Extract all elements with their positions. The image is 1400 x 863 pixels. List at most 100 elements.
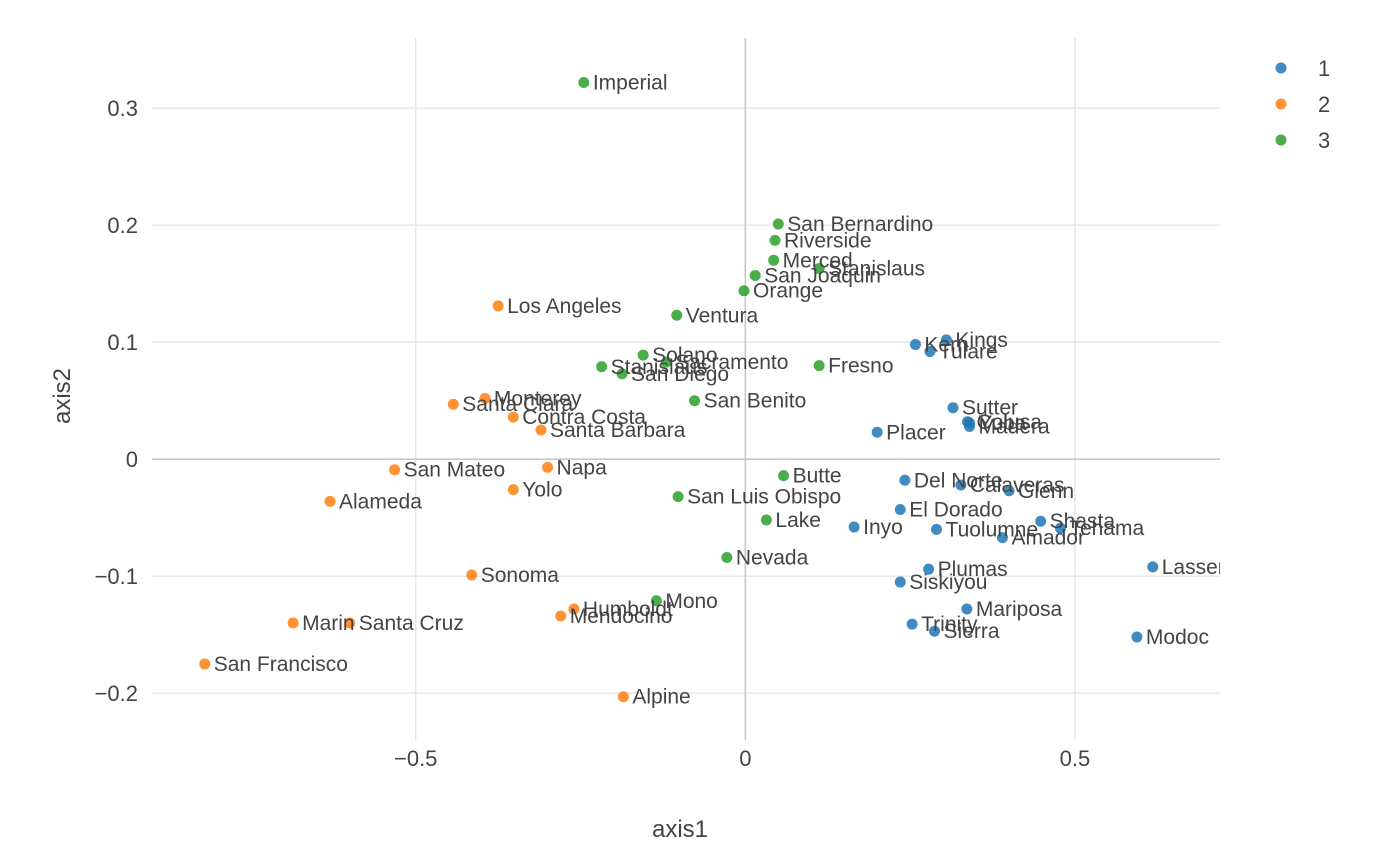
point-label: Yuba bbox=[978, 412, 1026, 435]
point-label: Yolo bbox=[522, 479, 562, 502]
point-label: Stanislaus bbox=[611, 356, 708, 379]
point-imperial[interactable] bbox=[578, 76, 590, 88]
point-ventura[interactable] bbox=[671, 309, 683, 321]
y-tick-label: −0.1 bbox=[95, 564, 138, 589]
point-label: Monterey bbox=[494, 387, 582, 410]
legend-item-3[interactable]: 3 bbox=[1275, 128, 1331, 153]
point-merced[interactable] bbox=[768, 254, 780, 266]
point-stanislaus[interactable] bbox=[813, 262, 825, 274]
point-sonoma[interactable] bbox=[466, 569, 478, 581]
point-label: Stanislaus bbox=[828, 257, 925, 280]
point-shasta[interactable] bbox=[1035, 515, 1047, 527]
point-tuolumne[interactable] bbox=[931, 523, 943, 535]
point-glenn[interactable] bbox=[1003, 485, 1015, 497]
point-san-joaquin[interactable] bbox=[749, 270, 761, 282]
point-label: Madera bbox=[978, 415, 1050, 438]
point-label: Imperial bbox=[593, 71, 668, 94]
point-solano[interactable] bbox=[637, 349, 649, 361]
point-sierra[interactable] bbox=[929, 625, 941, 637]
point-label: Nevada bbox=[736, 546, 809, 569]
point-sutter[interactable] bbox=[947, 402, 959, 414]
grid bbox=[152, 38, 1220, 740]
point-butte[interactable] bbox=[778, 470, 790, 482]
legend-item-1[interactable]: 1 bbox=[1275, 56, 1331, 81]
point-modoc[interactable] bbox=[1131, 631, 1143, 643]
y-tick-label: 0.2 bbox=[107, 213, 138, 238]
point-santa-clara[interactable] bbox=[447, 398, 459, 410]
point-san-diego[interactable] bbox=[616, 368, 628, 380]
point-lake[interactable] bbox=[760, 514, 772, 526]
point-label: Trinity bbox=[921, 613, 978, 636]
point-san-mateo[interactable] bbox=[389, 464, 401, 476]
point-label: Santa Clara bbox=[462, 393, 573, 416]
point-label: Alpine bbox=[632, 686, 690, 709]
x-axis-ticks: −0.5 0 0.5 bbox=[394, 746, 1090, 771]
point-label: Tuolumne bbox=[946, 518, 1039, 541]
point-kern[interactable] bbox=[909, 339, 921, 351]
point-contra-costa[interactable] bbox=[507, 411, 519, 423]
point-inyo[interactable] bbox=[848, 521, 860, 533]
point-lassen[interactable] bbox=[1147, 561, 1159, 573]
y-tick-label: 0.1 bbox=[107, 330, 138, 355]
point-san-benito[interactable] bbox=[689, 395, 701, 407]
x-tick-label: 0 bbox=[739, 746, 751, 771]
point-mono[interactable] bbox=[650, 595, 662, 607]
data-points bbox=[199, 76, 1159, 703]
point-orange[interactable] bbox=[738, 285, 750, 297]
point-plumas[interactable] bbox=[923, 563, 935, 575]
point-nevada[interactable] bbox=[721, 551, 733, 563]
point-label: Santa Cruz bbox=[359, 612, 464, 635]
point-tehama[interactable] bbox=[1054, 522, 1066, 534]
x-tick-label: 0.5 bbox=[1060, 746, 1091, 771]
point-fresno[interactable] bbox=[813, 360, 825, 372]
legend-marker bbox=[1275, 134, 1287, 146]
point-label: Marin bbox=[302, 612, 355, 635]
point-riverside[interactable] bbox=[769, 234, 781, 246]
point-monterey[interactable] bbox=[479, 392, 491, 404]
point-el-dorado[interactable] bbox=[894, 504, 906, 516]
point-san-bernardino[interactable] bbox=[772, 218, 784, 230]
point-label: Ventura bbox=[686, 304, 759, 327]
point-tulare[interactable] bbox=[924, 346, 936, 358]
point-label: Sacramento bbox=[675, 351, 788, 374]
point-san-francisco[interactable] bbox=[199, 658, 211, 670]
y-tick-label: 0 bbox=[126, 447, 138, 472]
point-label: Santa Barbara bbox=[550, 419, 686, 442]
point-marin[interactable] bbox=[287, 617, 299, 629]
legend: 1 2 3 bbox=[1275, 56, 1331, 153]
point-alpine[interactable] bbox=[617, 691, 629, 703]
point-humboldt[interactable] bbox=[568, 603, 580, 615]
point-yolo[interactable] bbox=[507, 484, 519, 496]
point-label: Riverside bbox=[784, 229, 872, 252]
point-label: Los Angeles bbox=[507, 295, 621, 318]
point-amador[interactable] bbox=[996, 532, 1008, 544]
point-label: Del Norte bbox=[914, 469, 1003, 492]
point-kings[interactable] bbox=[940, 334, 952, 346]
x-axis-title: axis1 bbox=[652, 816, 708, 843]
point-label: Siskiyou bbox=[909, 571, 987, 594]
point-sacramento[interactable] bbox=[660, 356, 672, 368]
point-trinity[interactable] bbox=[906, 618, 918, 630]
point-calaveras[interactable] bbox=[955, 479, 967, 491]
point-label: Contra Costa bbox=[522, 406, 646, 429]
point-mendocino[interactable] bbox=[555, 610, 567, 622]
point-siskiyou[interactable] bbox=[894, 576, 906, 588]
point-los-angeles[interactable] bbox=[492, 300, 504, 312]
legend-label: 1 bbox=[1318, 56, 1330, 81]
y-axis-ticks: −0.2 −0.1 0 0.1 0.2 0.3 bbox=[95, 96, 138, 706]
point-mariposa[interactable] bbox=[961, 603, 973, 615]
point-placer[interactable] bbox=[871, 426, 883, 438]
legend-item-2[interactable]: 2 bbox=[1275, 92, 1331, 117]
point-santa-barbara[interactable] bbox=[535, 424, 547, 436]
point-santa-cruz[interactable] bbox=[344, 617, 356, 629]
point-stanislaus[interactable] bbox=[596, 361, 608, 373]
point-alameda[interactable] bbox=[324, 495, 336, 507]
point-madera[interactable] bbox=[963, 420, 975, 432]
point-napa[interactable] bbox=[542, 461, 554, 473]
point-label: Kings bbox=[955, 329, 1008, 352]
point-del-norte[interactable] bbox=[899, 474, 911, 486]
point-san-luis-obispo[interactable] bbox=[672, 491, 684, 503]
point-label: Modoc bbox=[1146, 626, 1209, 649]
